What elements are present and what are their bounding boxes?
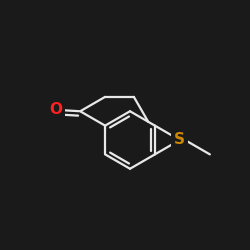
Text: N: N [174, 132, 186, 148]
Text: S: S [174, 132, 185, 148]
Text: O: O [49, 102, 62, 117]
